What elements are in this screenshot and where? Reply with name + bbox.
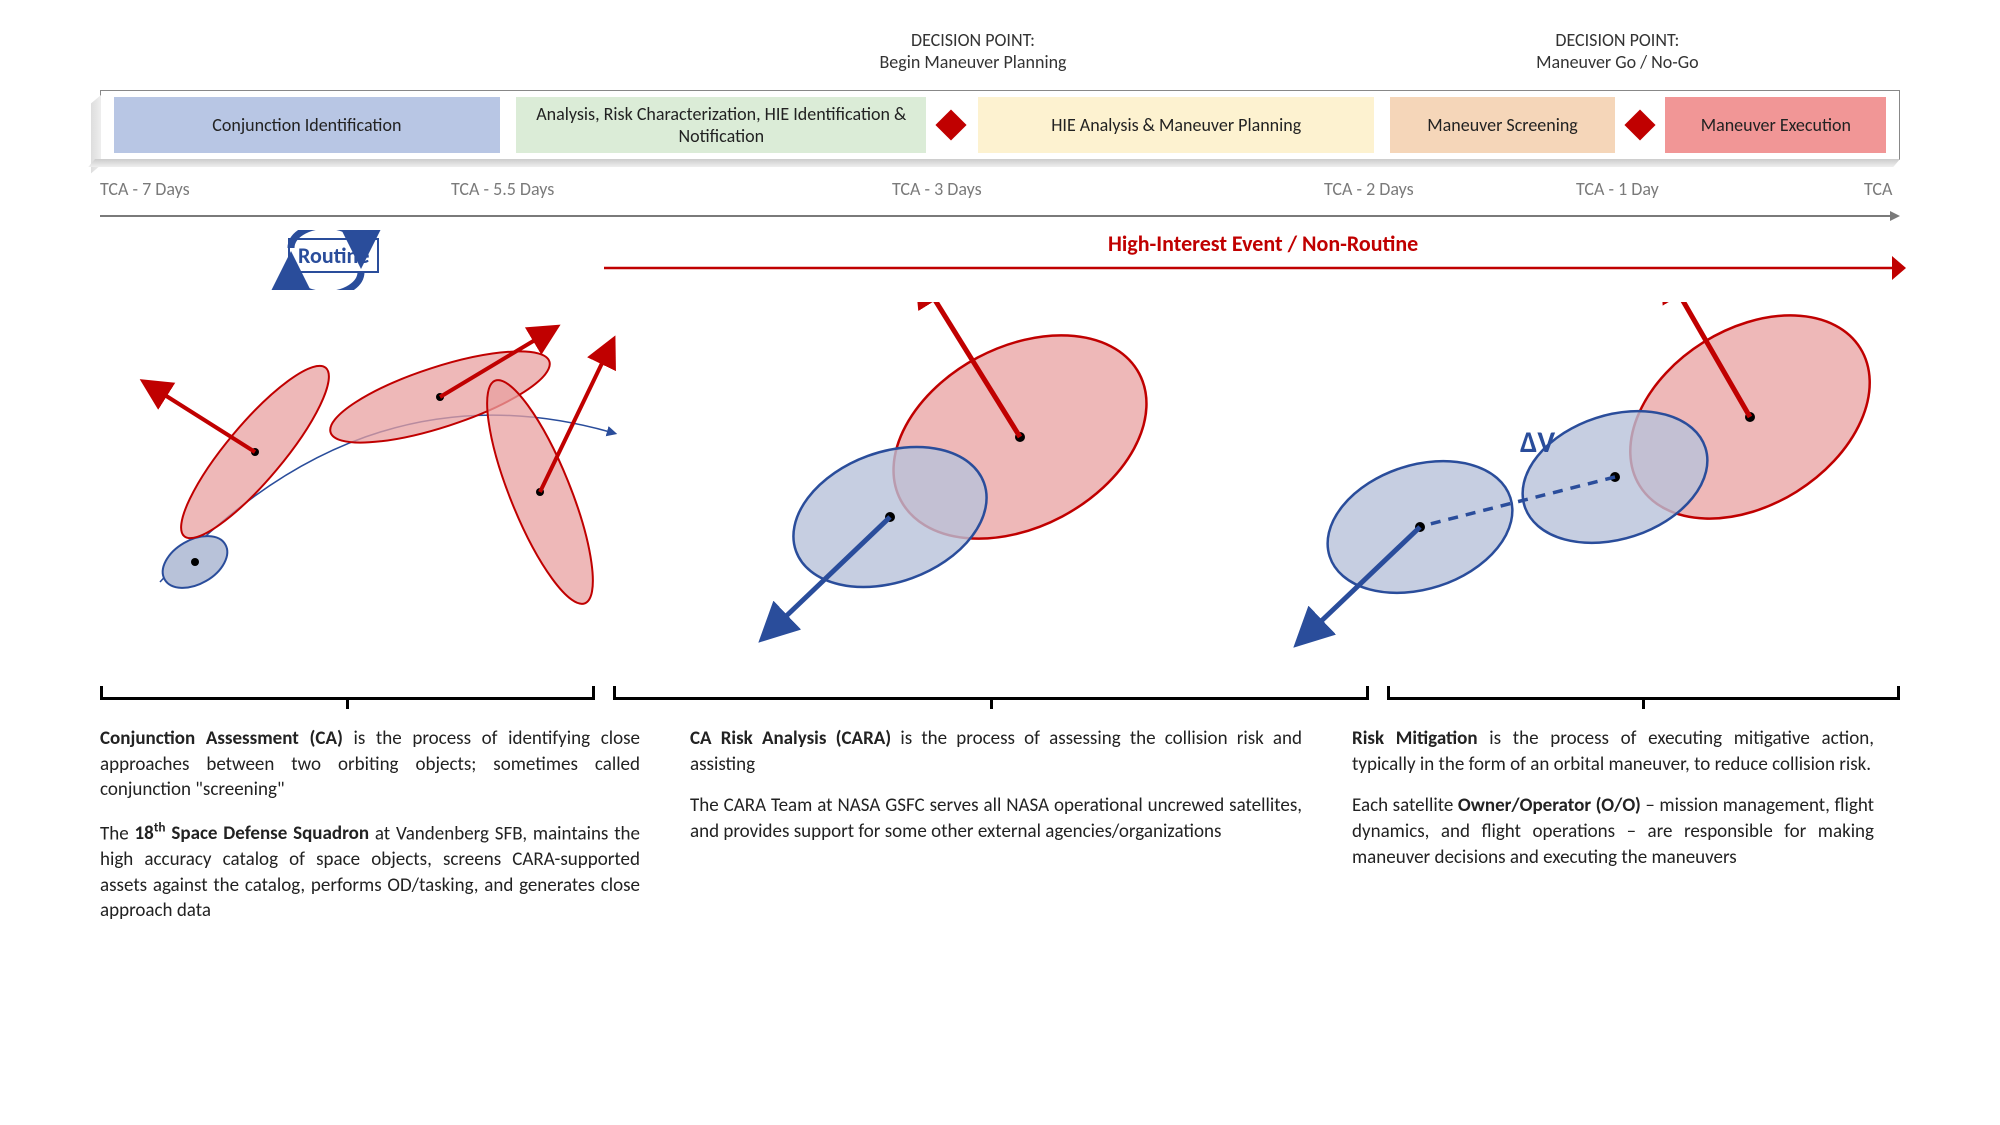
- timeline-arrow: [100, 208, 1900, 218]
- phase-bar: Conjunction Identification Analysis, Risk…: [100, 90, 1900, 160]
- delta-v-label: ΔV: [1520, 424, 1555, 461]
- phase-block: Conjunction Identification: [114, 97, 501, 153]
- hie-arrowhead: [1892, 256, 1906, 280]
- decision-points-row: DECISION POINT:Begin Maneuver Planning DE…: [100, 30, 1900, 90]
- diagram-conjunction-id: [154, 333, 613, 615]
- text-columns: Conjunction Assessment (CA) is the proce…: [100, 726, 1900, 940]
- diagram-cara: [774, 302, 1182, 622]
- text-column: Conjunction Assessment (CA) is the proce…: [100, 726, 640, 940]
- ellipse-diagrams: ΔV: [100, 302, 1900, 682]
- category-row: Routine High-Interest Event / Non-Routin…: [100, 232, 1900, 302]
- phase-block: Maneuver Screening: [1390, 97, 1615, 153]
- bracket-row: [100, 682, 1900, 712]
- phase-block: HIE Analysis & Maneuver Planning: [978, 97, 1374, 153]
- section-bracket: [100, 686, 595, 700]
- timeline-tick: TCA - 3 Days: [892, 178, 982, 200]
- diagram-row: ΔV: [100, 302, 1900, 682]
- decision-diamond-icon: [936, 109, 967, 140]
- routine-label: Routine: [288, 238, 379, 273]
- phase-block: Analysis, Risk Characterization, HIE Ide…: [516, 97, 926, 153]
- timeline-tick: TCA - 5.5 Days: [451, 178, 554, 200]
- diagram-mitigation: ΔV: [1310, 302, 1900, 627]
- timeline-tick: TCA - 7 Days: [100, 178, 190, 200]
- timeline-tick: TCA - 2 Days: [1324, 178, 1414, 200]
- section-bracket: [613, 686, 1369, 700]
- timeline-tick: TCA: [1864, 178, 1892, 200]
- hie-label: High-Interest Event / Non-Routine: [1108, 230, 1418, 257]
- phase-block: Maneuver Execution: [1665, 97, 1886, 153]
- hie-arrow: [604, 262, 1900, 274]
- section-bracket: [1387, 686, 1900, 700]
- text-column: CA Risk Analysis (CARA) is the process o…: [690, 726, 1302, 940]
- routine-badge: Routine: [280, 238, 379, 273]
- decision-point: DECISION POINT:Maneuver Go / No-Go: [1487, 30, 1747, 73]
- decision-diamond-icon: [1625, 109, 1656, 140]
- decision-point: DECISION POINT:Begin Maneuver Planning: [843, 30, 1103, 73]
- text-column: Risk Mitigation is the process of execut…: [1352, 726, 1874, 940]
- timeline-labels: TCA - 7 Days TCA - 5.5 Days TCA - 3 Days TC…: [100, 178, 1900, 208]
- timeline-tick: TCA - 1 Day: [1576, 178, 1659, 200]
